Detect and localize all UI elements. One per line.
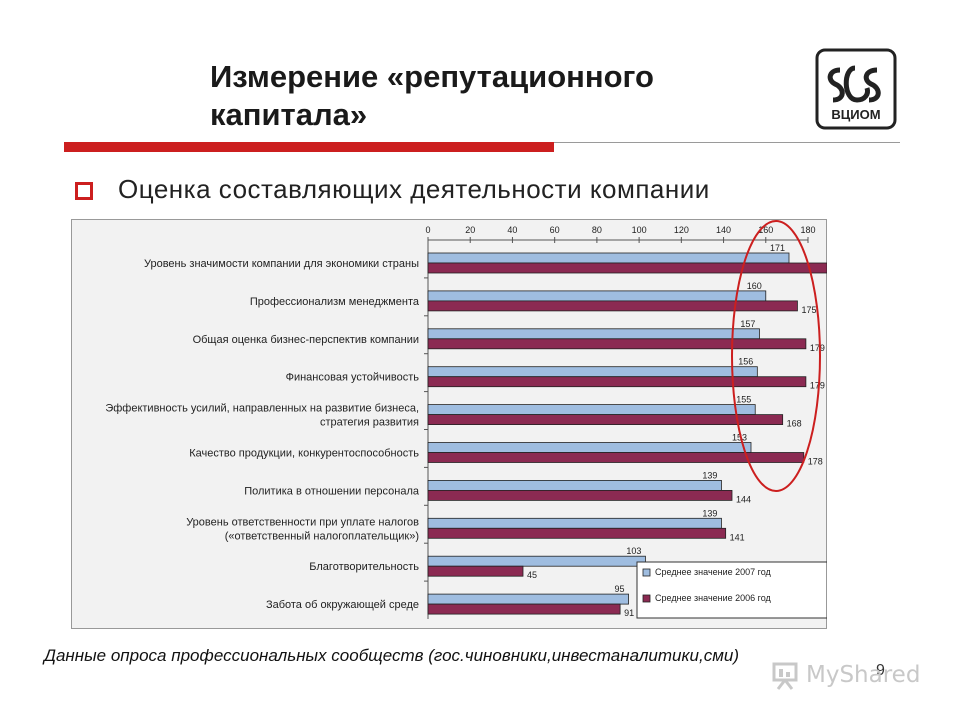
- title-rule: [554, 142, 900, 143]
- data-label-2006: 179: [810, 381, 825, 391]
- x-tick-label: 120: [674, 225, 689, 235]
- bar-2007: [427, 290, 767, 302]
- slide-title: Измерение «репутационного капитала»: [210, 59, 654, 132]
- category-label: Забота об окружающей среде: [266, 599, 419, 611]
- bar-2006: [427, 338, 807, 350]
- bar-2007: [427, 593, 629, 605]
- category-label: Благотворительность: [309, 561, 419, 573]
- highlight-ellipse: [731, 220, 821, 492]
- footnote: Данные опроса профессиональных сообществ…: [44, 646, 739, 665]
- bar-2006: [427, 262, 827, 274]
- x-tick-label: 80: [592, 225, 602, 235]
- data-label-2006: 141: [730, 532, 745, 542]
- category-label: стратегия развития: [320, 417, 419, 429]
- data-label-2006: 45: [527, 570, 537, 580]
- bar-2006: [427, 603, 621, 615]
- x-tick-label: 140: [716, 225, 731, 235]
- data-label-2007: 95: [615, 584, 625, 594]
- x-tick-label: 60: [550, 225, 560, 235]
- category-label: («ответственный налогоплательщик»): [225, 530, 419, 542]
- bullet-icon: [75, 182, 93, 200]
- bar-2007: [427, 252, 790, 264]
- bar-2007: [427, 555, 646, 567]
- legend-swatch: [642, 568, 651, 577]
- data-label-2007: 155: [736, 395, 751, 405]
- data-label-2007: 157: [740, 319, 755, 329]
- data-label-2007: 160: [747, 281, 762, 291]
- bar-2007: [427, 442, 752, 453]
- watermark-text: MyShared: [806, 662, 921, 688]
- data-label-2006: 144: [736, 494, 751, 504]
- logo-text: ВЦИОМ: [831, 107, 880, 122]
- bar-2006: [427, 376, 807, 388]
- category-label: Финансовая устойчивость: [286, 372, 420, 384]
- x-tick-label: 0: [425, 225, 430, 235]
- data-label-2006: 91: [624, 608, 634, 618]
- category-label: Уровень значимости компании для экономик…: [144, 258, 419, 270]
- bar-2006: [427, 565, 524, 577]
- x-tick-label: 160: [758, 225, 773, 235]
- title-accent-bar: [64, 142, 554, 152]
- data-label-2007: 139: [702, 470, 717, 480]
- bar-2006: [427, 489, 733, 501]
- watermark-presentation-icon: [772, 662, 798, 690]
- data-label-2006: 175: [801, 305, 816, 315]
- bar-2006: [427, 414, 784, 426]
- bar-2007: [427, 479, 722, 491]
- bar-2007: [427, 366, 758, 378]
- slide-subtitle: Оценка составляющих деятельности компани…: [118, 174, 710, 204]
- category-label: Эффективность усилий, направленных на ра…: [105, 403, 419, 415]
- data-label-2006: 168: [787, 419, 802, 429]
- category-label: Политика в отношении персонала: [244, 485, 420, 497]
- data-label-2006: 179: [810, 343, 825, 353]
- x-tick-label: 40: [507, 225, 517, 235]
- category-label: Качество продукции, конкурентоспособност…: [189, 448, 419, 460]
- watermark: MyShared: [770, 662, 930, 692]
- category-label: Общая оценка бизнес-перспектив компании: [193, 334, 419, 346]
- vciom-logo: ВЦИОМ: [815, 48, 897, 130]
- data-label-2007: 139: [702, 508, 717, 518]
- data-label-2006: 178: [808, 457, 823, 467]
- legend-label: Среднее значение 2006 год: [655, 593, 772, 603]
- bar-chart: 020406080100120140160180171189Уровень зн…: [105, 220, 827, 619]
- legend-label: Среднее значение 2007 год: [655, 567, 772, 577]
- x-tick-label: 100: [632, 225, 647, 235]
- legend-box: [636, 561, 827, 619]
- bar-2007: [427, 328, 760, 340]
- bar-2007: [427, 404, 756, 416]
- data-label-2007: 171: [770, 243, 785, 253]
- x-tick-label: 180: [800, 225, 815, 235]
- x-tick-label: 20: [465, 225, 475, 235]
- category-label: Уровень ответственности при уплате налог…: [186, 516, 419, 528]
- bar-2007: [427, 517, 722, 529]
- legend-swatch: [642, 594, 651, 603]
- data-label-2007: 156: [738, 357, 753, 367]
- bar-2006: [427, 527, 727, 539]
- category-label: Профессионализм менеджмента: [250, 296, 420, 308]
- bar-2006: [427, 300, 798, 312]
- data-label-2007: 153: [732, 433, 747, 443]
- page-number: 9: [876, 662, 885, 679]
- bar-2006: [427, 452, 805, 463]
- data-label-2007: 103: [626, 546, 641, 556]
